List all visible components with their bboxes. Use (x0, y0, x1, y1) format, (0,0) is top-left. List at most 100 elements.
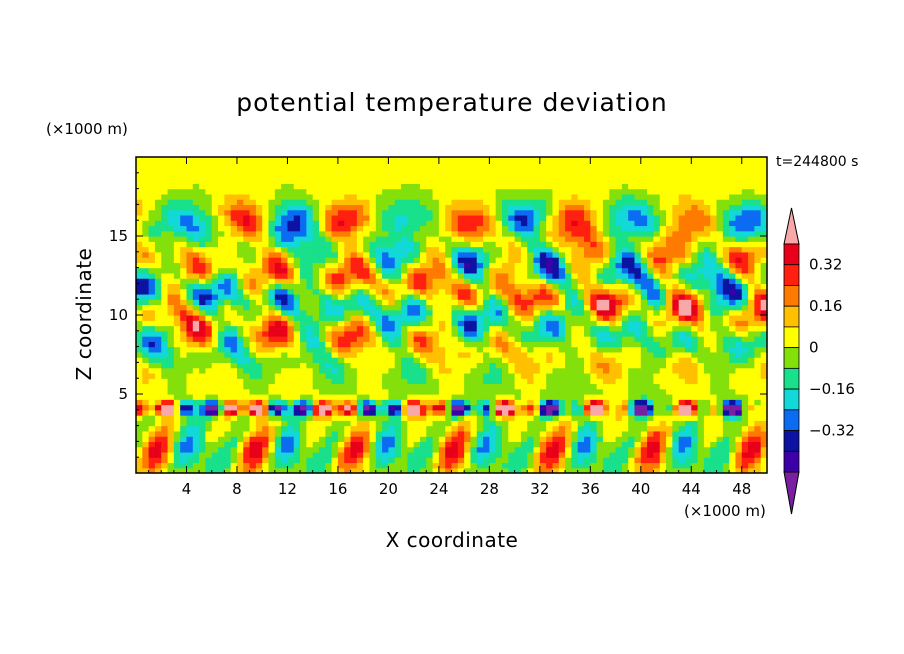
heatmap-cell (710, 209, 718, 216)
heatmap-cell (255, 272, 263, 279)
heatmap-cell (697, 304, 705, 311)
heatmap-cell (483, 309, 490, 316)
heatmap-cell (230, 446, 238, 453)
heatmap-cell (584, 457, 591, 464)
heatmap-cell (729, 409, 737, 416)
heatmap-cell (678, 272, 686, 279)
heatmap-cell (678, 409, 686, 416)
heatmap-cell (729, 446, 737, 453)
heatmap-cell (306, 457, 314, 464)
heatmap-cell (419, 388, 427, 395)
heatmap-cell (596, 309, 604, 316)
heatmap-cell (501, 351, 509, 358)
heatmap-cell (634, 304, 642, 311)
heatmap-cell (161, 357, 169, 363)
heatmap-cell (735, 467, 743, 474)
heatmap-cell (445, 372, 453, 379)
heatmap-cell (621, 325, 629, 332)
heatmap-cell (741, 336, 749, 342)
heatmap-cell (268, 341, 276, 348)
heatmap-cell (621, 251, 629, 258)
heatmap-cell (691, 425, 699, 432)
heatmap-cell (407, 378, 415, 385)
heatmap-cell (186, 399, 194, 406)
heatmap-cell (148, 336, 156, 342)
heatmap-cell (186, 367, 194, 374)
heatmap-cell (331, 251, 339, 258)
heatmap-cell (331, 257, 339, 263)
heatmap-cell (741, 462, 749, 469)
heatmap-cell (136, 383, 143, 390)
heatmap-cell (653, 262, 661, 269)
heatmap-cell (318, 451, 326, 458)
heatmap-cell (489, 441, 497, 448)
heatmap-cell (350, 267, 358, 274)
heatmap-cell (716, 372, 724, 379)
heatmap-cell (571, 388, 579, 395)
heatmap-cell (274, 446, 282, 453)
heatmap-cell (186, 283, 194, 290)
heatmap-cell (710, 430, 718, 437)
heatmap-cell (312, 330, 320, 337)
heatmap-cell (388, 388, 396, 395)
heatmap-cell (539, 251, 547, 258)
heatmap-cell (325, 383, 333, 390)
heatmap-cell (741, 272, 749, 279)
heatmap-cell (249, 257, 257, 263)
heatmap-cell (211, 383, 219, 390)
heatmap-cell (577, 420, 585, 427)
heatmap-cell (659, 404, 667, 411)
heatmap-cell (514, 436, 522, 442)
heatmap-cell (142, 320, 150, 327)
heatmap-cell (710, 451, 718, 458)
heatmap-cell (489, 351, 497, 358)
heatmap-cell (262, 251, 270, 258)
heatmap-cell (710, 325, 718, 332)
heatmap-cell (249, 293, 257, 300)
heatmap-cell (678, 330, 686, 337)
heatmap-cell (432, 367, 440, 374)
heatmap-cell (703, 367, 711, 374)
heatmap-cell (539, 409, 547, 416)
heatmap-cell (438, 236, 446, 242)
heatmap-cell (186, 209, 194, 216)
heatmap-cell (154, 394, 162, 400)
heatmap-cell (501, 309, 509, 316)
heatmap-cell (268, 467, 276, 474)
heatmap-cell (590, 346, 598, 353)
heatmap-cell (590, 367, 598, 374)
heatmap-cell (375, 293, 383, 300)
heatmap-cell (331, 378, 339, 385)
heatmap-cell (640, 209, 648, 216)
heatmap-cell (659, 441, 667, 448)
heatmap-cell (205, 320, 213, 327)
heatmap-cell (293, 330, 301, 337)
heatmap-cell (192, 257, 200, 263)
heatmap-cell (565, 399, 572, 406)
heatmap-cell (255, 372, 263, 379)
heatmap-cell (356, 288, 364, 295)
heatmap-cell (729, 357, 737, 363)
heatmap-cell (729, 346, 737, 353)
heatmap-cell (407, 394, 415, 400)
heatmap-cell (552, 420, 560, 427)
heatmap-cell (180, 246, 188, 253)
heatmap-cell (697, 241, 705, 248)
heatmap-cell (678, 441, 686, 448)
heatmap-cell (577, 315, 585, 321)
heatmap-cell (584, 362, 591, 369)
heatmap-cell (350, 430, 358, 437)
heatmap-cell (363, 378, 371, 385)
heatmap-cell (173, 304, 181, 311)
heatmap-cell (508, 362, 516, 369)
heatmap-cell (180, 346, 188, 353)
heatmap-cell (628, 462, 636, 469)
heatmap-cell (224, 425, 232, 432)
heatmap-cell (596, 325, 604, 332)
heatmap-cell (388, 467, 396, 474)
heatmap-cell (609, 214, 617, 221)
heatmap-cell (306, 225, 314, 232)
heatmap-cell (281, 346, 289, 353)
heatmap-cell (306, 251, 314, 258)
heatmap-cell (546, 251, 554, 258)
